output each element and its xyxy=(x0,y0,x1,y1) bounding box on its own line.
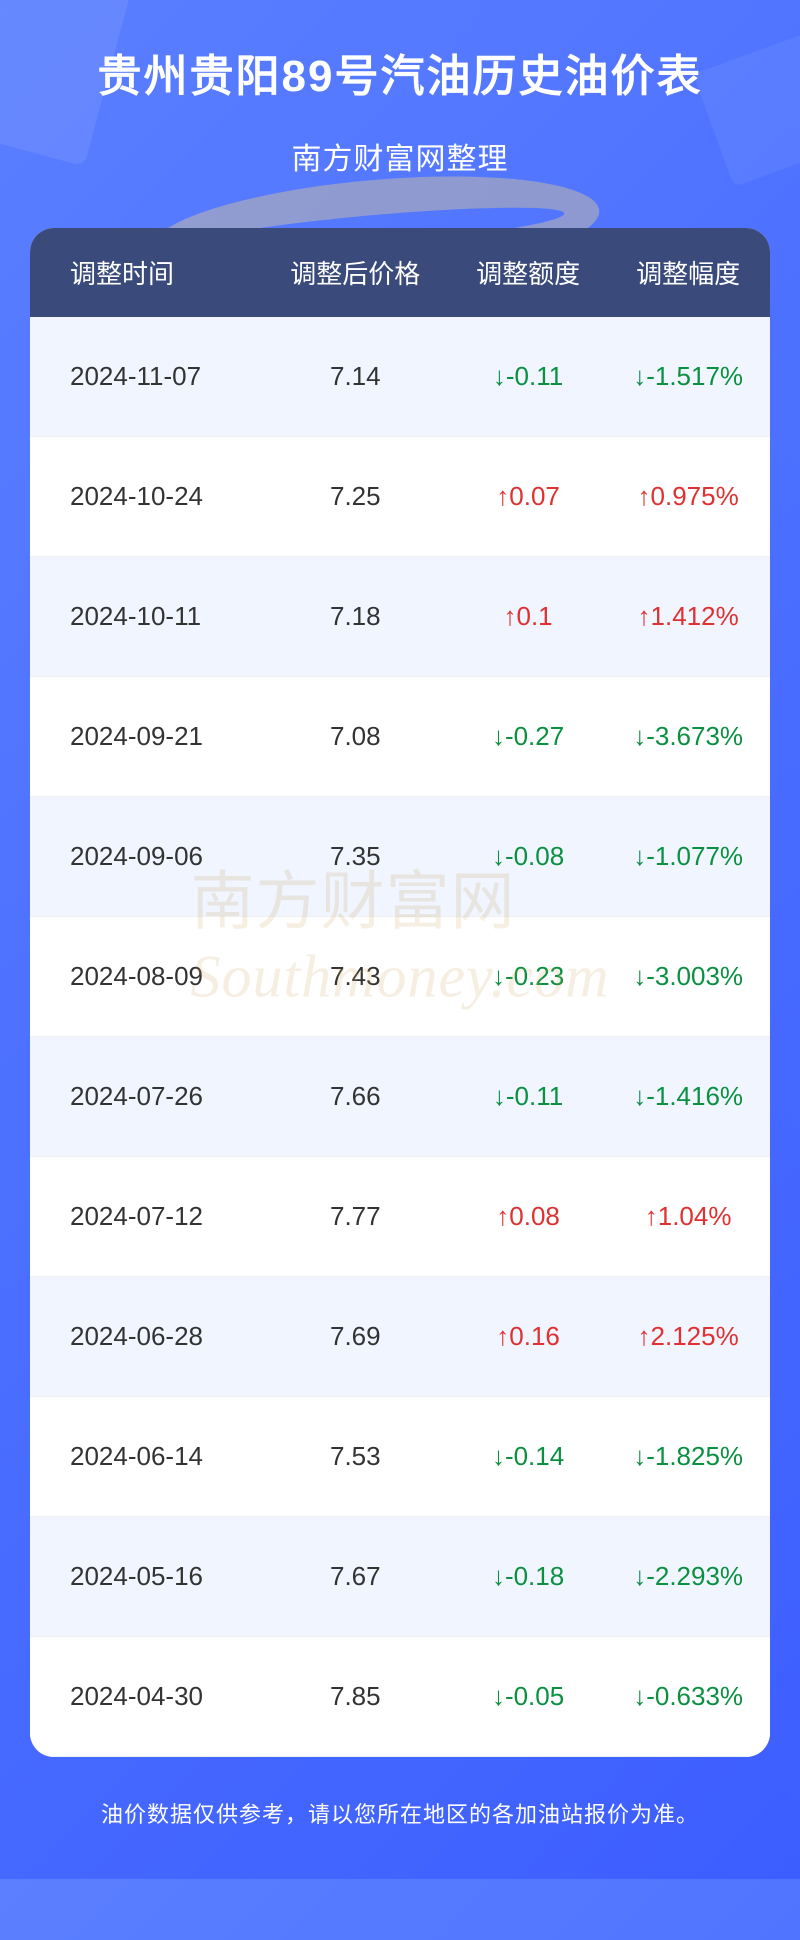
cell-date: 2024-06-14 xyxy=(30,1397,261,1517)
cell-percent: ↑0.975% xyxy=(606,437,770,557)
cell-amount: ↓-0.05 xyxy=(450,1637,606,1757)
cell-price: 7.85 xyxy=(261,1637,450,1757)
cell-percent: ↓-0.633% xyxy=(606,1637,770,1757)
cell-amount: ↑0.08 xyxy=(450,1157,606,1277)
col-price: 调整后价格 xyxy=(261,228,450,317)
cell-amount: ↓-0.08 xyxy=(450,797,606,917)
cell-date: 2024-05-16 xyxy=(30,1517,261,1637)
col-percent: 调整幅度 xyxy=(606,228,770,317)
cell-amount: ↓-0.27 xyxy=(450,677,606,797)
cell-percent: ↓-1.517% xyxy=(606,317,770,437)
table-body: 2024-11-077.14↓-0.11↓-1.517%2024-10-247.… xyxy=(30,317,770,1757)
price-table: 调整时间 调整后价格 调整额度 调整幅度 2024-11-077.14↓-0.1… xyxy=(30,228,770,1757)
cell-date: 2024-07-26 xyxy=(30,1037,261,1157)
cell-date: 2024-08-09 xyxy=(30,917,261,1037)
main-container: 贵州贵阳89号汽油历史油价表 南方财富网整理 南方财富网 Southmoney.… xyxy=(0,0,800,1879)
cell-price: 7.14 xyxy=(261,317,450,437)
cell-percent: ↑1.412% xyxy=(606,557,770,677)
cell-date: 2024-11-07 xyxy=(30,317,261,437)
col-date: 调整时间 xyxy=(30,228,261,317)
cell-price: 7.18 xyxy=(261,557,450,677)
cell-price: 7.25 xyxy=(261,437,450,557)
cell-price: 7.43 xyxy=(261,917,450,1037)
cell-price: 7.69 xyxy=(261,1277,450,1397)
table-row: 2024-10-247.25↑0.07↑0.975% xyxy=(30,437,770,557)
cell-amount: ↑0.1 xyxy=(450,557,606,677)
table-row: 2024-10-117.18↑0.1↑1.412% xyxy=(30,557,770,677)
col-amount: 调整额度 xyxy=(450,228,606,317)
footer-note: 油价数据仅供参考，请以您所在地区的各加油站报价为准。 xyxy=(30,1797,770,1829)
table-row: 2024-07-127.77↑0.08↑1.04% xyxy=(30,1157,770,1277)
cell-price: 7.67 xyxy=(261,1517,450,1637)
cell-date: 2024-09-21 xyxy=(30,677,261,797)
cell-amount: ↑0.07 xyxy=(450,437,606,557)
cell-price: 7.35 xyxy=(261,797,450,917)
cell-percent: ↓-1.825% xyxy=(606,1397,770,1517)
table-wrapper: 南方财富网 Southmoney.com 调整时间 调整后价格 调整额度 调整幅… xyxy=(30,228,770,1757)
cell-percent: ↑1.04% xyxy=(606,1157,770,1277)
cell-date: 2024-04-30 xyxy=(30,1637,261,1757)
cell-date: 2024-09-06 xyxy=(30,797,261,917)
table-row: 2024-08-097.43↓-0.23↓-3.003% xyxy=(30,917,770,1037)
cell-amount: ↓-0.14 xyxy=(450,1397,606,1517)
table-row: 2024-06-147.53↓-0.14↓-1.825% xyxy=(30,1397,770,1517)
cell-date: 2024-10-24 xyxy=(30,437,261,557)
cell-date: 2024-10-11 xyxy=(30,557,261,677)
cell-price: 7.77 xyxy=(261,1157,450,1277)
cell-percent: ↑2.125% xyxy=(606,1277,770,1397)
cell-percent: ↓-2.293% xyxy=(606,1517,770,1637)
cell-percent: ↓-3.003% xyxy=(606,917,770,1037)
table-header: 调整时间 调整后价格 调整额度 调整幅度 xyxy=(30,228,770,317)
cell-price: 7.53 xyxy=(261,1397,450,1517)
table-row: 2024-05-167.67↓-0.18↓-2.293% xyxy=(30,1517,770,1637)
table-row: 2024-06-287.69↑0.16↑2.125% xyxy=(30,1277,770,1397)
cell-amount: ↓-0.11 xyxy=(450,1037,606,1157)
table-row: 2024-09-217.08↓-0.27↓-3.673% xyxy=(30,677,770,797)
table-row: 2024-11-077.14↓-0.11↓-1.517% xyxy=(30,317,770,437)
cell-date: 2024-07-12 xyxy=(30,1157,261,1277)
cell-percent: ↓-3.673% xyxy=(606,677,770,797)
cell-amount: ↓-0.18 xyxy=(450,1517,606,1637)
page-subtitle: 南方财富网整理 xyxy=(30,134,770,178)
cell-percent: ↓-1.416% xyxy=(606,1037,770,1157)
table-row: 2024-04-307.85↓-0.05↓-0.633% xyxy=(30,1637,770,1757)
page-title: 贵州贵阳89号汽油历史油价表 xyxy=(30,40,770,104)
cell-amount: ↓-0.11 xyxy=(450,317,606,437)
cell-price: 7.08 xyxy=(261,677,450,797)
cell-date: 2024-06-28 xyxy=(30,1277,261,1397)
cell-amount: ↓-0.23 xyxy=(450,917,606,1037)
cell-amount: ↑0.16 xyxy=(450,1277,606,1397)
table-row: 2024-09-067.35↓-0.08↓-1.077% xyxy=(30,797,770,917)
cell-price: 7.66 xyxy=(261,1037,450,1157)
cell-percent: ↓-1.077% xyxy=(606,797,770,917)
table-row: 2024-07-267.66↓-0.11↓-1.416% xyxy=(30,1037,770,1157)
